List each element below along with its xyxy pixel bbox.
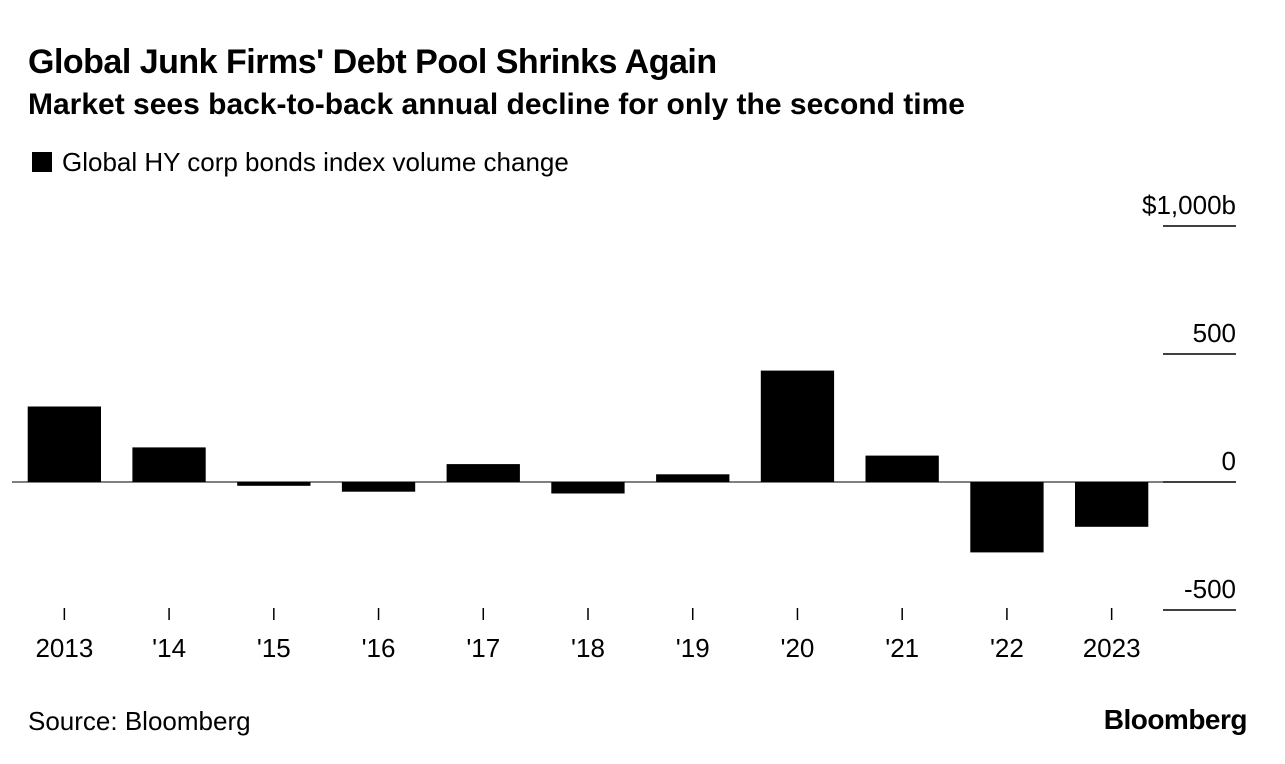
x-tick-label-10: 2023 (1083, 633, 1141, 663)
bar-8 (865, 455, 939, 482)
bar-0 (27, 406, 102, 482)
bloomberg-logo: Bloomberg (1103, 704, 1248, 735)
bar-chart: $1,000b 500 0 -500 2013 '14 '15 '16 '17 '18 '19 '2… (12, 190, 1236, 663)
legend-label: Global HY corp bonds index volume change (62, 147, 569, 177)
chart-subtitle: Market sees back-to-back annual decline … (28, 88, 965, 121)
bar-6 (656, 474, 730, 482)
bar-3 (341, 482, 416, 492)
bar-2 (237, 482, 311, 486)
y-tick-label-0: $1,000b (1142, 190, 1236, 220)
y-axis: $1,000b 500 0 -500 (1142, 190, 1236, 611)
chart-title: Global Junk Firms' Debt Pool Shrinks Aga… (28, 43, 717, 81)
x-tick-label-0: 2013 (35, 633, 93, 663)
bar-5 (551, 482, 625, 494)
x-tick-label-8: '21 (885, 633, 919, 663)
x-tick-label-9: '22 (990, 633, 1024, 663)
x-tick-label-1: '14 (152, 633, 186, 663)
x-tick-label-3: '16 (362, 633, 396, 663)
bars-group (12, 370, 1236, 553)
x-tick-label-4: '17 (466, 633, 500, 663)
y-tick-label-3: -500 (1184, 574, 1236, 604)
y-tick-label-2: 0 (1222, 446, 1236, 476)
legend-swatch (32, 152, 52, 172)
bar-9 (970, 482, 1044, 553)
bar-7 (760, 370, 835, 482)
bar-10 (1075, 482, 1149, 527)
bar-4 (446, 464, 520, 482)
x-tick-label-5: '18 (571, 633, 605, 663)
legend: Global HY corp bonds index volume change (32, 146, 569, 178)
x-tick-label-2: '15 (257, 633, 291, 663)
x-tick-label-7: '20 (781, 633, 815, 663)
bar-1 (132, 447, 206, 482)
x-axis: 2013 '14 '15 '16 '17 '18 '19 '20 '21 '22 2023 (35, 608, 1141, 663)
source-note: Source: Bloomberg (28, 706, 251, 736)
x-tick-label-6: '19 (676, 633, 710, 663)
y-tick-label-1: 500 (1193, 318, 1236, 348)
